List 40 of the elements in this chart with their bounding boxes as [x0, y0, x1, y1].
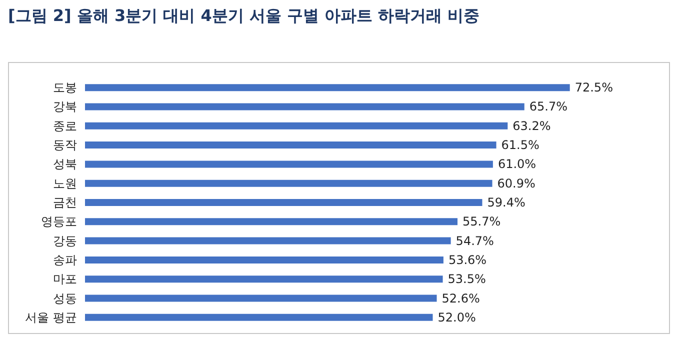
y-tick-label: 마포 — [53, 272, 77, 286]
data-label: 55.7% — [462, 214, 501, 229]
chart-title: [그림 2] 올해 3분기 대비 4분기 서울 구별 아파트 하락거래 비중 — [8, 6, 480, 27]
bar — [85, 314, 433, 321]
data-label: 52.0% — [438, 310, 476, 324]
data-label: 61.5% — [501, 138, 540, 152]
data-label: 72.5% — [574, 80, 613, 95]
data-label: 53.5% — [448, 272, 486, 286]
y-tick-label: 도봉 — [53, 80, 77, 95]
bar — [85, 122, 508, 130]
bar — [85, 142, 496, 149]
y-tick-label: 강북 — [53, 100, 77, 114]
bar — [85, 160, 493, 168]
y-tick-label: 강동 — [53, 234, 77, 248]
y-tick-label: 동작 — [53, 138, 77, 152]
data-label: 61.0% — [498, 157, 536, 172]
y-tick-label: 종로 — [53, 118, 77, 133]
y-tick-label: 금천 — [53, 196, 77, 210]
data-label: 65.7% — [529, 100, 568, 114]
data-label: 52.6% — [442, 291, 480, 306]
y-tick-label: 성북 — [53, 157, 77, 172]
y-tick-label: 서울 평균 — [25, 310, 77, 324]
bar — [85, 218, 458, 226]
bar — [85, 103, 524, 110]
bar — [85, 84, 570, 92]
bar — [85, 237, 451, 244]
bar — [85, 256, 444, 264]
y-tick-label: 영등포 — [41, 214, 77, 229]
bar — [85, 294, 437, 302]
y-tick-label: 성동 — [53, 291, 77, 306]
data-label: 54.7% — [456, 234, 494, 248]
data-label: 53.6% — [448, 252, 487, 267]
y-tick-label: 노원 — [53, 176, 77, 190]
data-label: 59.4% — [487, 196, 526, 210]
data-label: 60.9% — [497, 176, 536, 190]
y-tick-label: 송파 — [53, 252, 77, 267]
bar — [85, 180, 492, 187]
bar — [85, 199, 482, 206]
bar — [85, 276, 443, 283]
data-label: 63.2% — [512, 118, 551, 133]
